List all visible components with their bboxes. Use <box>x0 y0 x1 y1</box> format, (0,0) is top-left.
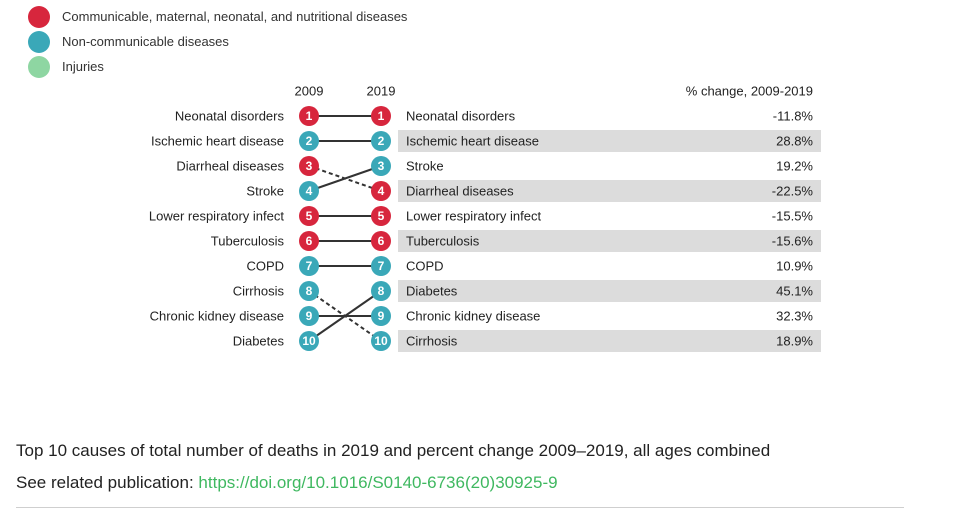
rank-marker-2009 <box>299 156 319 176</box>
row-shading <box>398 130 821 152</box>
cause-label-2019: Lower respiratory infect <box>406 209 541 224</box>
cause-label-2019: Chronic kidney disease <box>406 309 540 324</box>
rank-number-2019: 3 <box>378 159 385 173</box>
legend-label-communicable: Communicable, maternal, neonatal, and nu… <box>62 9 408 24</box>
cause-label-2009: Diarrheal diseases <box>176 159 284 174</box>
rank-number-2009: 10 <box>302 334 316 348</box>
cause-label-2019: Tuberculosis <box>406 234 480 249</box>
row-shading <box>398 230 821 252</box>
rank-number-2019: 6 <box>378 234 385 248</box>
chart-caption: Top 10 causes of total number of deaths … <box>16 441 771 460</box>
rank-number-2009: 7 <box>306 259 313 273</box>
related-publication: See related publication: https://doi.org… <box>16 473 558 493</box>
legend: Communicable, maternal, neonatal, and nu… <box>28 4 407 79</box>
header-percent-change: % change, 2009-2019 <box>686 84 813 99</box>
rank-marker-2009 <box>299 256 319 276</box>
rank-marker-2009 <box>299 131 319 151</box>
row-shading <box>398 280 821 302</box>
rank-marker-2019 <box>371 131 391 151</box>
rank-change-chart: 2009 2019 % change, 2009-2019 Neonatal diso… <box>149 84 821 352</box>
cause-label-2009: Chronic kidney disease <box>150 309 284 324</box>
percent-change-value: -15.6% <box>772 234 814 249</box>
rank-marker-2019 <box>371 181 391 201</box>
rank-number-2019: 9 <box>378 309 385 323</box>
rank-marker-2019 <box>371 106 391 126</box>
percent-change-value: -11.8% <box>773 109 814 124</box>
header-start-year: 2009 <box>295 84 324 99</box>
rank-number-2019: 10 <box>374 334 388 348</box>
cause-label-2009: Tuberculosis <box>211 234 285 249</box>
rank-number-2009: 2 <box>306 134 313 148</box>
rank-marker-2009 <box>299 281 319 301</box>
cause-label-2019: Cirrhosis <box>406 334 458 349</box>
rank-marker-2019 <box>371 206 391 226</box>
rank-number-2009: 1 <box>306 109 313 123</box>
cause-label-2019: Neonatal disorders <box>406 109 516 124</box>
cause-label-2019: Diabetes <box>406 284 458 299</box>
rank-number-2009: 4 <box>306 184 313 198</box>
rank-marker-2009 <box>299 231 319 251</box>
cause-label-2009: Neonatal disorders <box>175 109 285 124</box>
percent-change-value: -22.5% <box>772 184 814 199</box>
percent-change-value: 19.2% <box>776 159 813 174</box>
cause-label-2009: Ischemic heart disease <box>151 134 284 149</box>
rank-number-2009: 5 <box>306 209 313 223</box>
percent-change-value: 28.8% <box>776 134 813 149</box>
percent-change-value: 45.1% <box>776 284 813 299</box>
rank-number-2019: 2 <box>378 134 385 148</box>
legend-swatch-communicable <box>28 5 50 28</box>
row-shading <box>398 180 821 202</box>
rank-connector <box>308 165 382 192</box>
legend-item-communicable: Communicable, maternal, neonatal, and nu… <box>28 4 407 29</box>
legend-item-noncommunicable: Non-communicable diseases <box>28 29 407 54</box>
rank-marker-2019 <box>371 331 391 351</box>
legend-swatch-injuries <box>28 55 50 78</box>
rank-marker-2019 <box>371 281 391 301</box>
rank-marker-2009 <box>299 106 319 126</box>
rank-number-2009: 3 <box>306 159 313 173</box>
bottom-divider <box>16 507 904 508</box>
percent-change-value: 32.3% <box>776 309 813 324</box>
legend-swatch-noncommunicable <box>28 30 50 53</box>
header-end-year: 2019 <box>367 84 396 99</box>
rank-marker-2009 <box>299 181 319 201</box>
percent-change-value: 18.9% <box>776 334 813 349</box>
rank-number-2009: 9 <box>306 309 313 323</box>
rank-marker-2019 <box>371 306 391 326</box>
rank-number-2009: 8 <box>306 284 313 298</box>
rank-marker-2019 <box>371 231 391 251</box>
legend-label-noncommunicable: Non-communicable diseases <box>62 34 229 49</box>
cause-label-2019: Diarrheal diseases <box>406 184 514 199</box>
legend-label-injuries: Injuries <box>62 59 104 74</box>
rank-marker-2009 <box>299 206 319 226</box>
rank-marker-2009 <box>299 331 319 351</box>
rank-number-2019: 8 <box>378 284 385 298</box>
rank-number-2019: 5 <box>378 209 385 223</box>
percent-change-value: -15.5% <box>772 209 814 224</box>
cause-label-2019: COPD <box>406 259 444 274</box>
publication-label: See related publication: <box>16 473 194 492</box>
percent-change-value: 10.9% <box>776 259 813 274</box>
rank-marker-2019 <box>371 156 391 176</box>
rank-number-2019: 7 <box>378 259 385 273</box>
cause-label-2009: Cirrhosis <box>233 284 285 299</box>
cause-label-2009: Diabetes <box>233 334 285 349</box>
publication-link[interactable]: https://doi.org/10.1016/S0140-6736(20)30… <box>198 473 558 492</box>
rank-marker-2019 <box>371 256 391 276</box>
rank-number-2019: 1 <box>378 109 385 123</box>
rank-number-2019: 4 <box>378 184 385 198</box>
rank-marker-2009 <box>299 306 319 326</box>
cause-label-2009: COPD <box>246 259 284 274</box>
cause-label-2009: Lower respiratory infect <box>149 209 284 224</box>
row-shading <box>398 330 821 352</box>
legend-item-injuries: Injuries <box>28 54 407 79</box>
cause-label-2019: Ischemic heart disease <box>406 134 539 149</box>
rank-connector <box>308 290 382 342</box>
rank-number-2009: 6 <box>306 234 313 248</box>
cause-label-2019: Stroke <box>406 159 444 174</box>
cause-label-2009: Stroke <box>246 184 284 199</box>
